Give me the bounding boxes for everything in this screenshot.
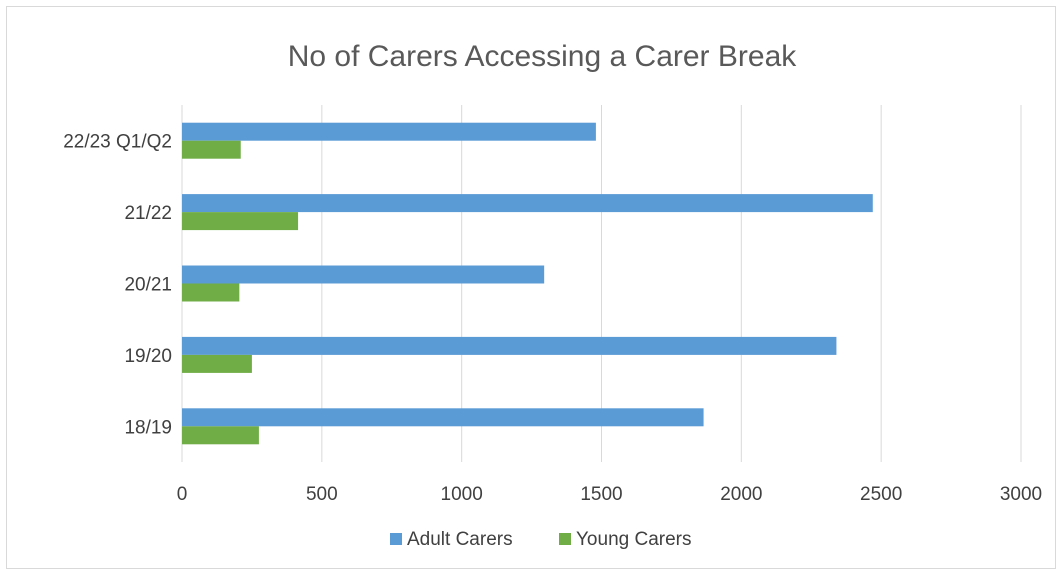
bar-adult <box>182 265 545 284</box>
bars <box>182 122 873 445</box>
legend-swatch <box>390 533 402 545</box>
category-label: 21/22 <box>124 203 172 224</box>
x-tick-label: 1500 <box>580 484 622 505</box>
x-tick-label: 500 <box>306 484 338 505</box>
category-label: 20/21 <box>124 275 172 296</box>
bar-young <box>182 212 299 231</box>
x-tick-label: 1000 <box>441 484 483 505</box>
category-label: 18/19 <box>124 417 172 438</box>
bar-adult <box>182 336 837 355</box>
bar-adult <box>182 194 873 213</box>
bar-young <box>182 354 252 373</box>
legend-label: Young Carers <box>576 529 691 550</box>
bar-young <box>182 140 241 159</box>
category-label: 19/20 <box>124 346 172 367</box>
gridlines <box>181 105 1022 462</box>
legend: Adult Carers Young Carers <box>390 529 691 550</box>
category-labels: 22/23 Q1/Q2 21/22 20/21 19/20 18/19 <box>63 132 172 439</box>
x-tick-label: 3000 <box>1000 484 1042 505</box>
chart-title: No of Carers Accessing a Carer Break <box>288 40 798 73</box>
x-tick-label: 2500 <box>860 484 902 505</box>
bar-young <box>182 283 240 302</box>
x-tick-labels: 0 500 1000 1500 2000 2500 3000 <box>177 484 1042 505</box>
legend-swatch <box>559 533 571 545</box>
x-tick-label: 2000 <box>720 484 762 505</box>
x-tick-label: 0 <box>177 484 188 505</box>
bar-adult <box>182 408 704 427</box>
category-label: 22/23 Q1/Q2 <box>63 132 172 153</box>
legend-label: Adult Carers <box>407 529 513 550</box>
bar-adult <box>182 122 596 141</box>
bar-young <box>182 426 259 445</box>
